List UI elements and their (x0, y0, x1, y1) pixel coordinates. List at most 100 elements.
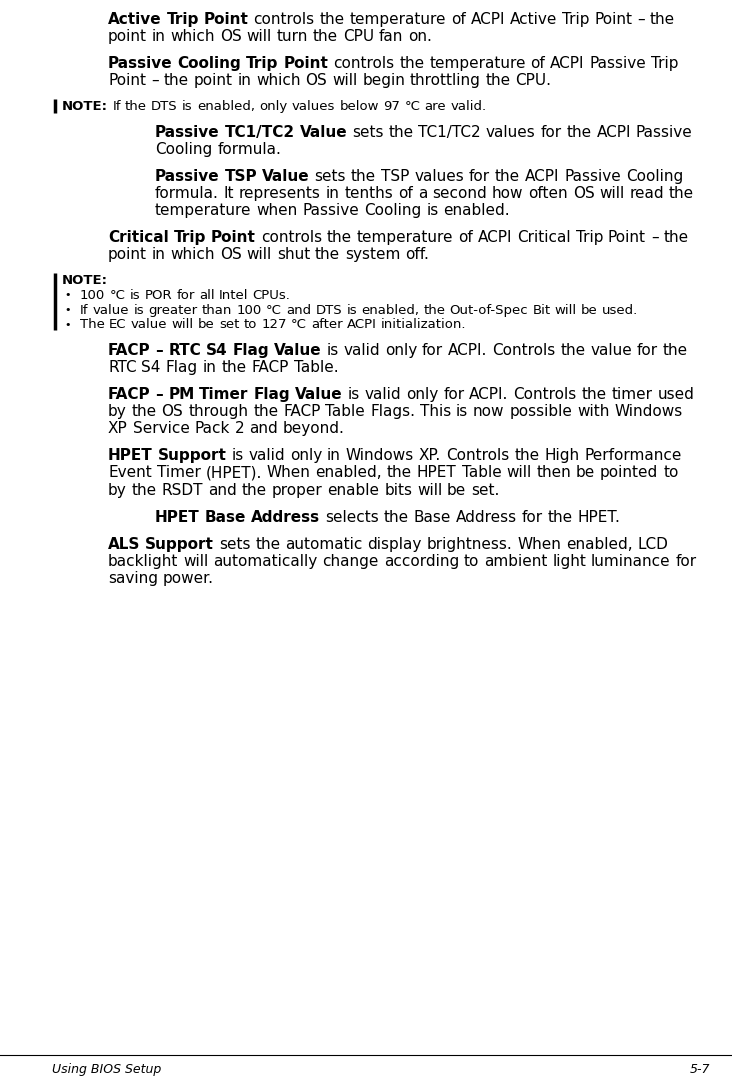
Text: value: value (93, 304, 130, 317)
Text: will: will (183, 554, 209, 569)
Text: Performance: Performance (584, 449, 681, 463)
Text: FACP: FACP (283, 404, 321, 419)
Text: controls: controls (261, 230, 322, 246)
Text: bits: bits (384, 483, 412, 498)
Text: the: the (582, 388, 607, 402)
Text: is: is (456, 404, 468, 419)
Text: ACPI: ACPI (525, 169, 559, 185)
Text: only: only (259, 100, 288, 114)
Text: is: is (130, 289, 141, 302)
Text: which: which (256, 73, 301, 88)
Text: will: will (247, 29, 272, 44)
Text: used.: used. (602, 304, 638, 317)
Text: will: will (247, 247, 272, 262)
Text: POR: POR (144, 289, 172, 302)
Text: °C: °C (404, 100, 420, 114)
Text: enabled,: enabled, (197, 100, 255, 114)
Text: turn: turn (277, 29, 308, 44)
Text: the: the (326, 230, 352, 246)
Text: set.: set. (471, 483, 500, 498)
Text: Passive: Passive (564, 169, 621, 185)
Text: which: which (171, 29, 215, 44)
Text: for: for (522, 510, 543, 524)
Text: the: the (387, 465, 412, 480)
Text: Critical: Critical (517, 230, 571, 246)
Text: Passive: Passive (636, 124, 692, 140)
Text: Trip: Trip (166, 12, 199, 27)
Text: Passive: Passive (155, 124, 220, 140)
Text: CPU.: CPU. (515, 73, 552, 88)
Text: Cooling: Cooling (626, 169, 683, 185)
Text: the: the (567, 124, 591, 140)
Text: If: If (112, 100, 121, 114)
Text: the: the (242, 483, 266, 498)
Text: sets: sets (315, 169, 346, 185)
Text: Controls: Controls (492, 343, 556, 358)
Text: When: When (518, 536, 561, 551)
Text: –: – (151, 73, 159, 88)
Text: °C: °C (291, 319, 307, 332)
Text: Trip: Trip (246, 56, 278, 71)
Text: the: the (423, 304, 445, 317)
Text: to: to (663, 465, 679, 480)
Text: system: system (345, 247, 400, 262)
Text: are: are (425, 100, 446, 114)
Text: Out-of-Spec: Out-of-Spec (449, 304, 529, 317)
Text: point: point (193, 73, 232, 88)
Text: the: the (313, 29, 338, 44)
Text: will: will (600, 186, 624, 201)
Text: the: the (485, 73, 511, 88)
Text: initialization.: initialization. (381, 319, 466, 332)
Text: valid: valid (248, 449, 285, 463)
Text: for: for (468, 169, 490, 185)
Text: Passive: Passive (589, 56, 646, 71)
Text: when: when (256, 203, 298, 218)
Text: FACP: FACP (108, 388, 151, 402)
Text: second: second (432, 186, 487, 201)
Text: beyond.: beyond. (283, 422, 345, 437)
Text: Cooling: Cooling (364, 203, 422, 218)
Text: 100: 100 (236, 304, 261, 317)
Text: Active: Active (510, 12, 557, 27)
Text: with: with (578, 404, 610, 419)
Text: of: of (451, 12, 466, 27)
Text: ACPI.: ACPI. (469, 388, 509, 402)
Text: only: only (290, 449, 322, 463)
Text: –: – (155, 343, 163, 358)
Text: Event: Event (108, 465, 152, 480)
Text: Cooling: Cooling (155, 142, 212, 157)
Text: S4: S4 (141, 360, 161, 376)
Text: Base: Base (414, 510, 451, 524)
Text: is: is (231, 449, 244, 463)
Text: Passive: Passive (302, 203, 359, 218)
Text: 127: 127 (261, 319, 287, 332)
Text: PM: PM (168, 388, 195, 402)
Text: Controls: Controls (514, 388, 577, 402)
Text: Windows: Windows (346, 449, 414, 463)
Text: represents: represents (239, 186, 321, 201)
Text: for: for (637, 343, 658, 358)
Text: for: for (444, 388, 464, 402)
Text: only: only (406, 388, 438, 402)
Text: in: in (237, 73, 251, 88)
Text: FACP: FACP (108, 343, 151, 358)
Text: ALS: ALS (108, 536, 141, 551)
Text: Trip: Trip (575, 230, 603, 246)
Text: CPU: CPU (343, 29, 374, 44)
Text: will: will (171, 319, 194, 332)
Text: throttling: throttling (410, 73, 481, 88)
Text: power.: power. (163, 571, 214, 585)
Text: for: for (422, 343, 443, 358)
Text: Trip: Trip (651, 56, 679, 71)
Text: saving: saving (108, 571, 158, 585)
Text: enabled.: enabled. (444, 203, 510, 218)
Text: for: for (676, 554, 697, 569)
Text: after: after (311, 319, 343, 332)
Text: a: a (418, 186, 427, 201)
Text: DTS: DTS (152, 100, 178, 114)
Text: Table.: Table. (294, 360, 338, 376)
Text: It: It (224, 186, 234, 201)
Text: than: than (202, 304, 232, 317)
Text: the: the (561, 343, 586, 358)
Text: controls: controls (253, 12, 315, 27)
